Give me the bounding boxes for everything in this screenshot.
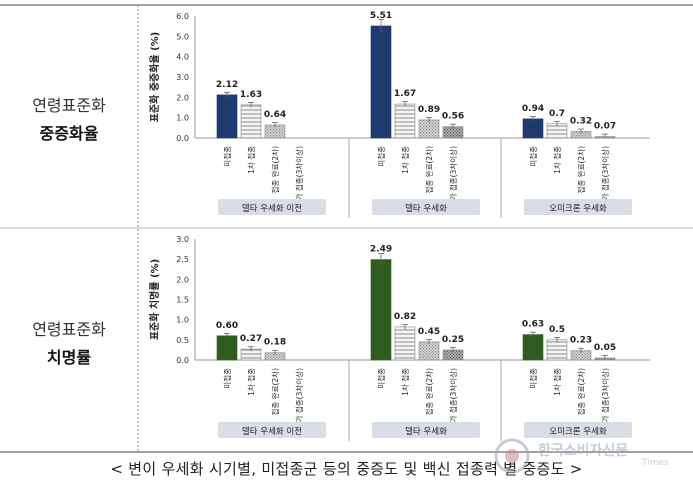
category-label-severe-p0-c1: 1차 접종: [247, 146, 256, 174]
data-label-fatal-p1-c2: 0.45: [418, 327, 440, 337]
category-label-fatal-p2-c3: 추가 접종(3차이상): [600, 368, 610, 429]
y-axis-label-severe: 표준화 중증화율 (%): [149, 32, 161, 123]
period-pill-severe-2: [524, 199, 632, 215]
data-label-severe-p0-c1: 1.63: [240, 90, 262, 100]
category-label-fatal-p0-c3: 추가 접종(3차이상): [294, 368, 304, 429]
data-label-fatal-p1-c1: 0.82: [394, 312, 416, 322]
category-label-fatal-p1-c2: 접종 완료(2차): [425, 368, 434, 416]
bar-fatal-p2-c0: [522, 334, 544, 361]
bar-severe-p0-c0: [216, 94, 238, 139]
period-label-fatal-0: 델타 우세화 이전: [242, 426, 302, 437]
row1-label-bottom: 중증화율: [39, 124, 99, 143]
category-label-severe-p0-c2: 접종 완료(2차): [271, 146, 280, 194]
bar-fatal-p1-c2: [418, 341, 440, 361]
y-tick-label-fatal: 0.0: [176, 356, 189, 365]
category-label-fatal-p0-c0: 미접종: [223, 368, 232, 389]
category-label-fatal-p0-c1: 1차 접종: [247, 368, 256, 396]
y-tick-label-fatal: 3.0: [176, 235, 189, 244]
data-label-fatal-p0-c0: 0.60: [216, 321, 238, 331]
bar-severe-p1-c2: [418, 119, 440, 139]
bar-fatal-p0-c0: [216, 335, 238, 361]
watermark-sub: Times: [642, 458, 669, 468]
bar-fatal-p1-c1: [394, 326, 416, 361]
data-label-severe-p2-c3: 0.07: [594, 122, 616, 132]
data-label-fatal-p0-c1: 0.27: [240, 334, 262, 344]
bar-severe-p1-c0: [370, 25, 392, 139]
data-label-fatal-p1-c0: 2.49: [370, 245, 392, 255]
y-tick-label-fatal: 2.5: [176, 255, 189, 264]
row2-label-bottom: 치명률: [46, 348, 92, 367]
data-label-severe-p1-c0: 5.51: [370, 11, 392, 21]
category-label-fatal-p1-c3: 추가 접종(3차이상): [448, 368, 458, 429]
period-label-fatal-2: 오미크론 우세화: [549, 427, 607, 437]
figure-caption: < 변이 우세화 시기별, 미접종군 등의 중증도 및 백신 접종력 별 중증도…: [110, 460, 583, 478]
category-label-severe-p1-c1: 1차 접종: [401, 146, 410, 174]
category-label-severe-p2-c3: 추가 접종(3차이상): [600, 146, 610, 207]
category-label-fatal-p2-c1: 1차 접종: [553, 368, 562, 396]
category-label-fatal-p1-c1: 1차 접종: [401, 368, 410, 396]
watermark-logo-icon: [494, 438, 530, 474]
bar-severe-p2-c0: [522, 118, 544, 139]
period-pill-fatal-2: [524, 422, 632, 438]
y-tick-label-fatal: 1.0: [176, 316, 189, 325]
data-label-fatal-p0-c2: 0.18: [264, 338, 286, 348]
period-pill-fatal-0: [218, 422, 326, 438]
y-tick-label-severe: 3.0: [176, 73, 189, 82]
data-label-severe-p0-c0: 2.12: [216, 80, 238, 90]
row2-label-top: 연령표준화: [32, 320, 106, 339]
data-label-severe-p1-c1: 1.67: [394, 89, 416, 99]
period-label-severe-0: 델타 우세화 이전: [242, 203, 302, 214]
data-label-severe-p0-c2: 0.64: [264, 110, 286, 120]
data-label-fatal-p2-c2: 0.23: [570, 336, 592, 346]
data-label-severe-p2-c0: 0.94: [522, 104, 544, 114]
data-label-severe-p1-c3: 0.56: [442, 112, 464, 122]
period-label-severe-2: 오미크론 우세화: [549, 204, 607, 214]
data-label-severe-p2-c1: 0.7: [549, 109, 565, 119]
category-label-severe-p0-c3: 추가 접종(3차이상): [294, 146, 304, 207]
period-pill-fatal-1: [372, 422, 480, 438]
category-label-severe-p2-c2: 접종 완료(2차): [577, 146, 586, 194]
category-label-fatal-p0-c2: 접종 완료(2차): [271, 368, 280, 416]
data-label-fatal-p2-c3: 0.05: [594, 343, 616, 353]
category-label-severe-p0-c0: 미접종: [223, 146, 232, 167]
data-label-severe-p1-c2: 0.89: [418, 105, 440, 115]
y-tick-label-severe: 4.0: [176, 53, 189, 62]
data-label-fatal-p1-c3: 0.25: [442, 335, 464, 345]
category-label-fatal-p2-c0: 미접종: [529, 368, 538, 389]
bar-severe-p1-c1: [394, 103, 416, 139]
category-label-severe-p1-c0: 미접종: [377, 146, 386, 167]
data-label-severe-p2-c2: 0.32: [570, 116, 592, 126]
data-label-fatal-p2-c1: 0.5: [549, 325, 565, 335]
y-axis-label-fatal: 표준화 치명률 (%): [148, 259, 161, 340]
y-tick-label-fatal: 1.5: [176, 296, 189, 305]
category-label-severe-p1-c3: 추가 접종(3차이상): [448, 146, 458, 207]
period-pill-severe-1: [372, 199, 480, 215]
category-label-severe-p2-c0: 미접종: [529, 146, 538, 167]
watermark-text: 한국소비자신문: [538, 443, 629, 459]
y-tick-label-severe: 5.0: [176, 32, 189, 41]
data-label-fatal-p2-c0: 0.63: [522, 320, 544, 330]
watermark: 한국소비자신문 Times: [492, 436, 688, 476]
period-label-severe-1: 델타 우세화: [405, 203, 447, 214]
category-label-fatal-p1-c0: 미접종: [377, 368, 386, 389]
y-tick-label-severe: 2.0: [176, 93, 189, 102]
y-tick-label-fatal: 2.0: [176, 275, 189, 284]
category-label-severe-p2-c1: 1차 접종: [553, 146, 562, 174]
y-tick-label-severe: 6.0: [176, 12, 189, 21]
category-label-fatal-p2-c2: 접종 완료(2차): [577, 368, 586, 416]
bar-fatal-p1-c0: [370, 259, 392, 361]
period-pill-severe-0: [218, 199, 326, 215]
row1-label-top: 연령표준화: [32, 96, 106, 115]
bar-fatal-p2-c1: [546, 339, 568, 361]
category-label-severe-p1-c2: 접종 완료(2차): [425, 146, 434, 194]
y-tick-label-severe: 0.0: [176, 134, 189, 143]
period-label-fatal-1: 델타 우세화: [405, 426, 447, 437]
y-tick-label-severe: 1.0: [176, 114, 189, 123]
bar-severe-p0-c1: [240, 104, 262, 139]
y-tick-label-fatal: 0.5: [176, 336, 189, 345]
